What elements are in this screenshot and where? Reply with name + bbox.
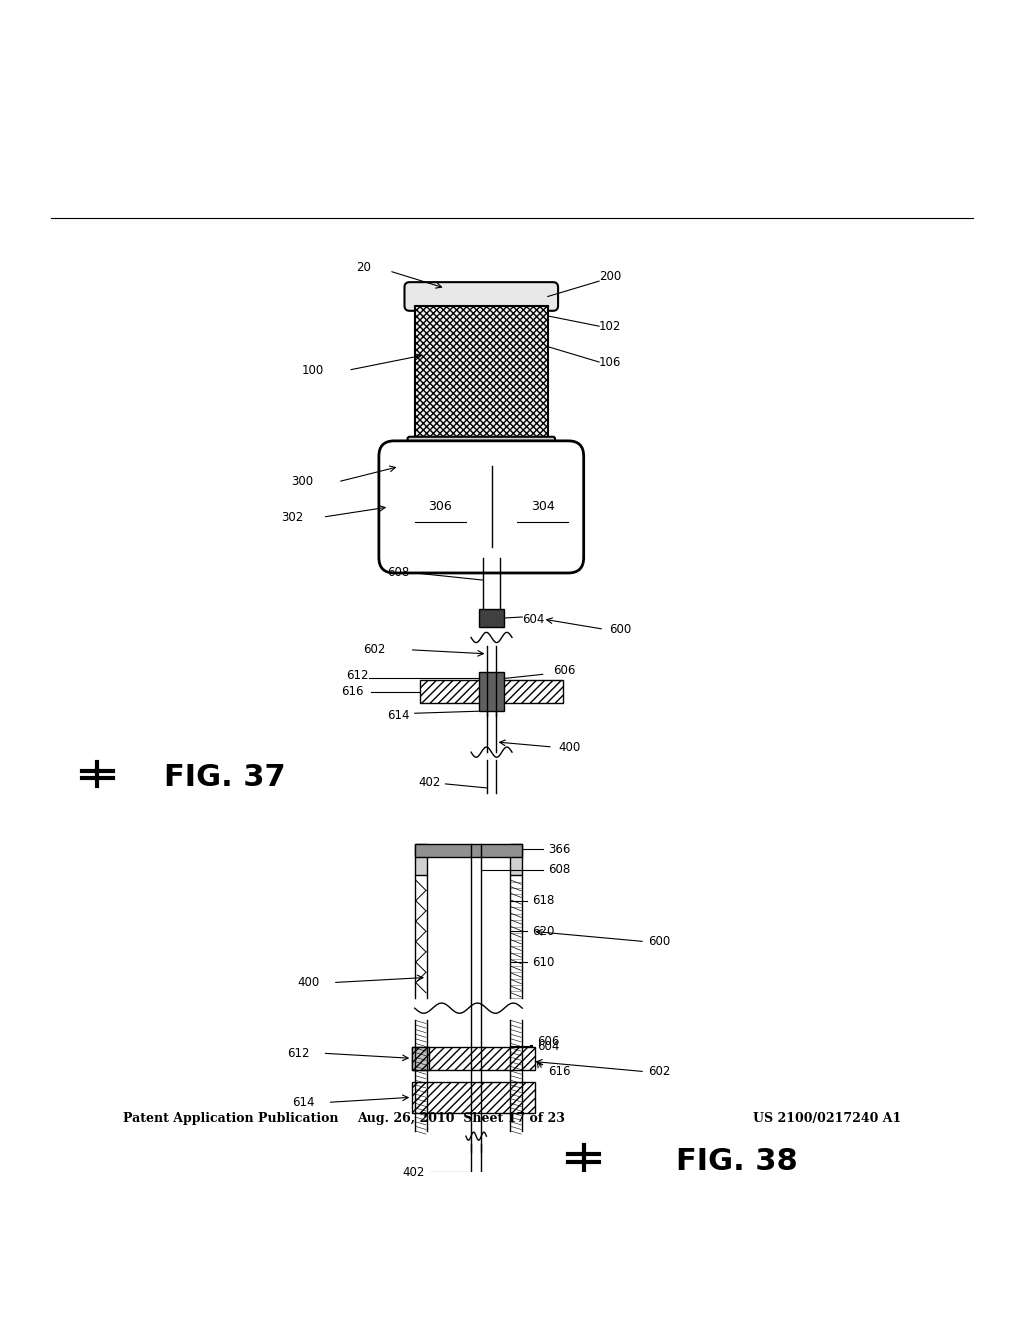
- Polygon shape: [415, 845, 427, 875]
- Text: 400: 400: [297, 975, 319, 989]
- FancyBboxPatch shape: [408, 437, 555, 453]
- Text: 616: 616: [548, 1065, 570, 1078]
- Text: 306: 306: [428, 500, 453, 513]
- Text: 602: 602: [364, 643, 386, 656]
- Text: 608: 608: [548, 863, 570, 876]
- Text: 602: 602: [648, 1065, 671, 1078]
- Polygon shape: [478, 609, 504, 627]
- FancyBboxPatch shape: [404, 282, 558, 310]
- Text: 612: 612: [287, 1047, 309, 1060]
- Text: 604: 604: [522, 612, 545, 626]
- Text: 606: 606: [553, 664, 575, 677]
- Text: 606: 606: [538, 1035, 560, 1048]
- Text: 400: 400: [558, 741, 581, 754]
- Text: 600: 600: [609, 623, 632, 636]
- Text: 612: 612: [346, 669, 369, 682]
- Text: US 2100/0217240 A1: US 2100/0217240 A1: [753, 1113, 901, 1125]
- Text: 616: 616: [341, 685, 364, 698]
- Text: 608: 608: [387, 566, 410, 579]
- Polygon shape: [415, 306, 548, 445]
- Text: 304: 304: [530, 500, 555, 513]
- Text: 604: 604: [538, 1040, 560, 1052]
- Text: 402: 402: [402, 1166, 425, 1179]
- Text: 618: 618: [532, 894, 555, 907]
- Text: FIG. 38: FIG. 38: [677, 1147, 798, 1176]
- Text: 100: 100: [301, 364, 324, 376]
- Text: 302: 302: [281, 511, 303, 524]
- Text: FIG. 37: FIG. 37: [165, 763, 286, 792]
- Text: 402: 402: [418, 776, 440, 789]
- Text: Aug. 26, 2010  Sheet 17 of 23: Aug. 26, 2010 Sheet 17 of 23: [356, 1113, 565, 1125]
- Text: 106: 106: [599, 355, 622, 368]
- Text: 614: 614: [292, 1096, 314, 1109]
- Polygon shape: [415, 845, 522, 857]
- Text: Patent Application Publication: Patent Application Publication: [123, 1113, 338, 1125]
- Text: 366: 366: [548, 843, 570, 855]
- Polygon shape: [420, 681, 563, 704]
- Text: 620: 620: [532, 925, 555, 939]
- Polygon shape: [412, 1047, 429, 1069]
- Polygon shape: [510, 845, 522, 875]
- Polygon shape: [412, 1082, 535, 1113]
- Text: 610: 610: [532, 956, 555, 969]
- Text: 20: 20: [356, 261, 371, 275]
- Polygon shape: [478, 672, 504, 711]
- FancyBboxPatch shape: [379, 441, 584, 573]
- Text: 300: 300: [291, 475, 313, 488]
- Text: 614: 614: [387, 709, 410, 722]
- Text: 102: 102: [599, 319, 622, 333]
- Text: 600: 600: [648, 935, 671, 948]
- Text: 200: 200: [599, 269, 622, 282]
- Polygon shape: [412, 1047, 535, 1069]
